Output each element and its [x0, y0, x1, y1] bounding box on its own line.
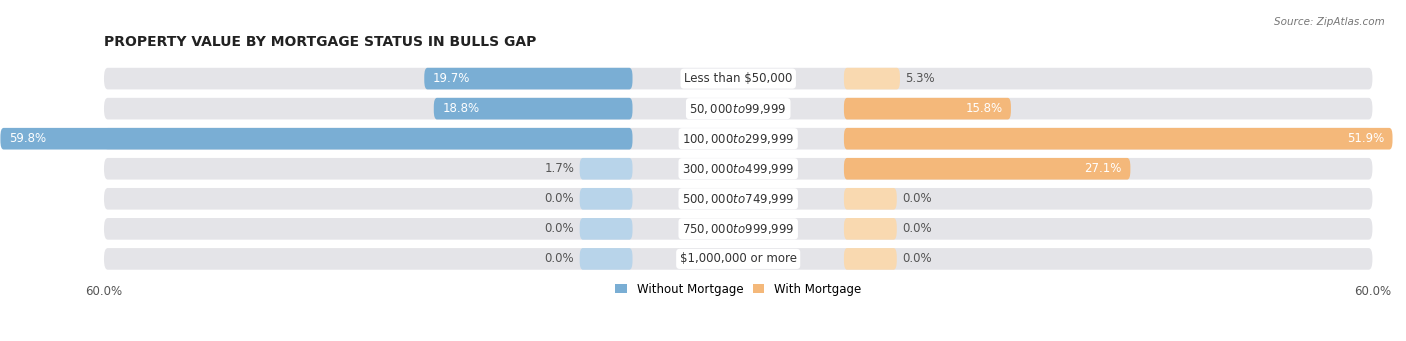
FancyBboxPatch shape — [579, 158, 633, 180]
Text: $500,000 to $749,999: $500,000 to $749,999 — [682, 192, 794, 206]
Text: $300,000 to $499,999: $300,000 to $499,999 — [682, 162, 794, 176]
Text: 18.8%: 18.8% — [443, 102, 479, 115]
Text: 0.0%: 0.0% — [544, 192, 575, 205]
FancyBboxPatch shape — [104, 68, 1372, 89]
FancyBboxPatch shape — [434, 98, 633, 119]
Text: PROPERTY VALUE BY MORTGAGE STATUS IN BULLS GAP: PROPERTY VALUE BY MORTGAGE STATUS IN BUL… — [104, 35, 536, 49]
FancyBboxPatch shape — [579, 248, 633, 270]
Text: 0.0%: 0.0% — [903, 192, 932, 205]
FancyBboxPatch shape — [104, 158, 1372, 180]
FancyBboxPatch shape — [844, 158, 1130, 180]
Text: 27.1%: 27.1% — [1084, 162, 1122, 175]
FancyBboxPatch shape — [844, 98, 1011, 119]
Text: 0.0%: 0.0% — [903, 222, 932, 235]
FancyBboxPatch shape — [104, 248, 1372, 270]
FancyBboxPatch shape — [104, 188, 1372, 210]
Legend: Without Mortgage, With Mortgage: Without Mortgage, With Mortgage — [610, 278, 866, 301]
Text: Source: ZipAtlas.com: Source: ZipAtlas.com — [1274, 17, 1385, 27]
FancyBboxPatch shape — [844, 248, 897, 270]
Text: Less than $50,000: Less than $50,000 — [685, 72, 793, 85]
Text: 1.7%: 1.7% — [544, 162, 575, 175]
Text: 0.0%: 0.0% — [544, 222, 575, 235]
Text: 0.0%: 0.0% — [544, 252, 575, 265]
FancyBboxPatch shape — [844, 68, 900, 89]
Text: 19.7%: 19.7% — [433, 72, 470, 85]
FancyBboxPatch shape — [104, 98, 1372, 119]
Text: 51.9%: 51.9% — [1347, 132, 1384, 145]
Text: $750,000 to $999,999: $750,000 to $999,999 — [682, 222, 794, 236]
FancyBboxPatch shape — [104, 218, 1372, 240]
FancyBboxPatch shape — [579, 218, 633, 240]
Text: $50,000 to $99,999: $50,000 to $99,999 — [689, 102, 787, 116]
Text: $1,000,000 or more: $1,000,000 or more — [679, 252, 797, 265]
FancyBboxPatch shape — [425, 68, 633, 89]
Text: 5.3%: 5.3% — [905, 72, 935, 85]
FancyBboxPatch shape — [844, 128, 1392, 149]
FancyBboxPatch shape — [104, 128, 1372, 149]
FancyBboxPatch shape — [579, 188, 633, 210]
Text: 15.8%: 15.8% — [966, 102, 1002, 115]
FancyBboxPatch shape — [0, 128, 633, 149]
Text: $100,000 to $299,999: $100,000 to $299,999 — [682, 132, 794, 146]
Text: 0.0%: 0.0% — [903, 252, 932, 265]
Text: 59.8%: 59.8% — [8, 132, 46, 145]
FancyBboxPatch shape — [844, 218, 897, 240]
FancyBboxPatch shape — [844, 188, 897, 210]
